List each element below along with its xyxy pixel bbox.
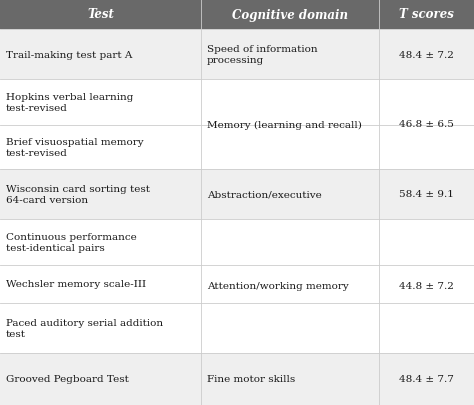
Text: Cognitive domain: Cognitive domain (232, 9, 348, 21)
Text: Test: Test (87, 9, 114, 21)
Bar (0, 80, 474, 170)
Text: T scores: T scores (399, 9, 454, 21)
Text: Memory (learning and recall): Memory (learning and recall) (207, 120, 362, 129)
Bar (0, 220, 474, 353)
Text: Hopkins verbal learning
test-revised: Hopkins verbal learning test-revised (6, 93, 133, 113)
Text: 48.4 ± 7.7: 48.4 ± 7.7 (399, 375, 454, 384)
Text: Brief visuospatial memory
test-revised: Brief visuospatial memory test-revised (6, 138, 143, 158)
Text: 44.8 ± 7.2: 44.8 ± 7.2 (399, 282, 454, 291)
Text: Trail-making test part A: Trail-making test part A (6, 50, 132, 60)
Text: Attention/working memory: Attention/working memory (207, 282, 349, 291)
Text: Continuous performance
test-identical pairs: Continuous performance test-identical pa… (6, 232, 137, 252)
Text: Wechsler memory scale-III: Wechsler memory scale-III (6, 280, 146, 289)
Text: Wisconsin card sorting test
64-card version: Wisconsin card sorting test 64-card vers… (6, 185, 150, 205)
Text: Paced auditory serial addition
test: Paced auditory serial addition test (6, 318, 163, 338)
Bar (0, 353, 474, 405)
Text: 46.8 ± 6.5: 46.8 ± 6.5 (399, 120, 454, 129)
Text: Grooved Pegboard Test: Grooved Pegboard Test (6, 375, 128, 384)
Bar (0, 170, 474, 220)
Text: 58.4 ± 9.1: 58.4 ± 9.1 (399, 190, 454, 199)
Text: 48.4 ± 7.2: 48.4 ± 7.2 (399, 50, 454, 60)
Text: Fine motor skills: Fine motor skills (207, 375, 295, 384)
Bar (0, 30, 474, 80)
Bar (0, 0, 474, 30)
Text: Abstraction/executive: Abstraction/executive (207, 190, 322, 199)
Text: Speed of information
processing: Speed of information processing (207, 45, 318, 65)
